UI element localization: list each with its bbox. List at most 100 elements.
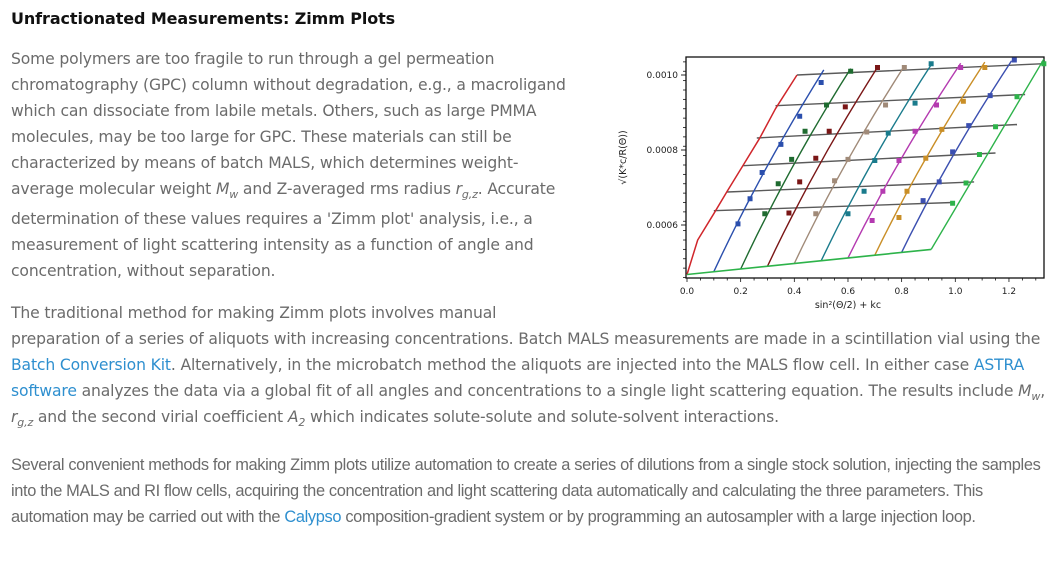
concentration-line (796, 63, 1044, 76)
angle-curve (766, 66, 879, 267)
data-point (896, 158, 902, 163)
data-point (960, 98, 966, 104)
data-point (762, 211, 768, 217)
text: Several convenient methods for making Zi… (11, 456, 1041, 526)
calypso-link[interactable]: Calypso (284, 508, 342, 526)
angle-curve (793, 65, 905, 264)
astra-software-link[interactable]: ASTRA software (11, 356, 1025, 400)
text: average molecular weight (11, 180, 216, 198)
data-point (912, 100, 918, 106)
data-point (896, 215, 902, 220)
data-point (802, 128, 808, 134)
automation-paragraph: Several convenient methods for making Zi… (11, 452, 1051, 530)
data-point (869, 218, 875, 223)
data-point (845, 211, 851, 217)
data-point (976, 152, 982, 157)
text: preparation of a series of aliquots with… (11, 330, 1041, 348)
x-tick-label: 0.0 (680, 287, 695, 297)
data-point (789, 156, 795, 162)
text: composition-gradient system or by progra… (341, 508, 976, 526)
p1-line: determination of these values requires a… (11, 210, 533, 228)
data-point (1014, 94, 1020, 100)
data-point (735, 221, 741, 227)
p1-line: average molecular weight Mw and Z-averag… (11, 176, 601, 202)
rg-symbol: rg,z (455, 180, 478, 200)
text: M (215, 180, 230, 198)
mw-symbol: Mw (1018, 382, 1041, 403)
p1-line: concentration, without separation. (11, 262, 276, 280)
p2-first-line: The traditional method for making Zimm p… (11, 304, 497, 322)
x-tick-label: 1.2 (1002, 287, 1016, 297)
data-point (950, 200, 956, 206)
x-tick-label: 1.0 (948, 287, 963, 297)
data-point (778, 141, 784, 147)
data-point (901, 65, 907, 70)
p1-line: measurement of light scattering intensit… (11, 236, 534, 254)
text: analyzes the data via a global fit of al… (76, 382, 1019, 400)
data-point (786, 210, 792, 216)
subscript: 2 (298, 416, 306, 429)
data-point (904, 188, 910, 194)
zimm-plot-svg: 0.0 0.2 0.4 0.6 0.8 1.0 1.2 0.0006 0.0008 0.0010 s… (618, 56, 1047, 311)
x-tick-label: 0.8 (894, 287, 909, 297)
data-point (883, 102, 889, 108)
text: , (1040, 382, 1046, 400)
y-tick-label: 0.0006 (647, 221, 679, 231)
y-tick-label: 0.0010 (647, 71, 679, 81)
concentration-zero-extrapolation (686, 248, 932, 276)
subscript: g,z (17, 416, 34, 429)
data-point (826, 128, 832, 134)
text: and Z-averaged rms radius (238, 180, 456, 198)
data-point (928, 61, 934, 67)
angle-curve (713, 69, 825, 272)
data-point (880, 188, 886, 194)
data-point (966, 123, 972, 129)
data-point (939, 126, 945, 132)
p1-line: which can dissociate from labile metals.… (11, 102, 537, 120)
data-point (797, 113, 803, 119)
data-point (920, 198, 926, 204)
x-axis-title: sin²(Θ/2) + kc (815, 300, 881, 311)
concentration-line (775, 93, 1026, 107)
p1-line: molecules, may be too large for GPC. The… (11, 128, 512, 146)
subscript: w (229, 188, 239, 201)
data-point (759, 170, 765, 175)
plot-frame (685, 56, 1045, 279)
data-point (1041, 61, 1047, 67)
subscript: w (1031, 390, 1041, 403)
p1-line: Some polymers are too fragile to run thr… (11, 50, 495, 68)
data-point (864, 129, 870, 135)
angle-curve (820, 64, 932, 262)
text: r (455, 180, 462, 198)
data-point (747, 196, 753, 202)
data-point (963, 180, 969, 186)
data-point (993, 124, 999, 130)
text: . Alternatively, in the microbatch metho… (170, 356, 974, 374)
data-point (813, 155, 819, 161)
angle-curve (930, 58, 1045, 250)
batch-conversion-kit-link[interactable]: Batch Conversion Kit (11, 356, 171, 374)
rg-symbol: rg,z (11, 408, 34, 429)
section-title: Unfractionated Measurements: Zimm Plots (11, 9, 396, 28)
text: M (1018, 382, 1032, 400)
data-point (1011, 57, 1017, 63)
text: r (11, 408, 18, 426)
text: A (287, 408, 299, 426)
text: . Accurate (477, 180, 556, 198)
p1-line: characterized by means of batch MALS, wh… (11, 154, 519, 172)
data-point (842, 104, 848, 110)
data-point (885, 130, 891, 136)
data-point (923, 155, 929, 161)
p1-line: chromatography (GPC) column without degr… (11, 76, 566, 94)
data-point (912, 128, 918, 134)
zimm-plot-chart: 0.0 0.2 0.4 0.6 0.8 1.0 1.2 0.0006 0.0008 0.0010 s… (610, 52, 1057, 322)
mw-symbol: Mw (215, 180, 239, 201)
a2-symbol: A2 (287, 408, 306, 429)
data-point (936, 179, 942, 185)
theta-zero-extrapolation (686, 74, 798, 275)
x-tick-label: 0.2 (733, 287, 747, 297)
x-tick-label: 0.4 (787, 287, 802, 297)
data-point (950, 149, 956, 155)
data-point (824, 102, 830, 108)
y-axis-title: √(K*c/R(Θ)) (618, 130, 629, 184)
